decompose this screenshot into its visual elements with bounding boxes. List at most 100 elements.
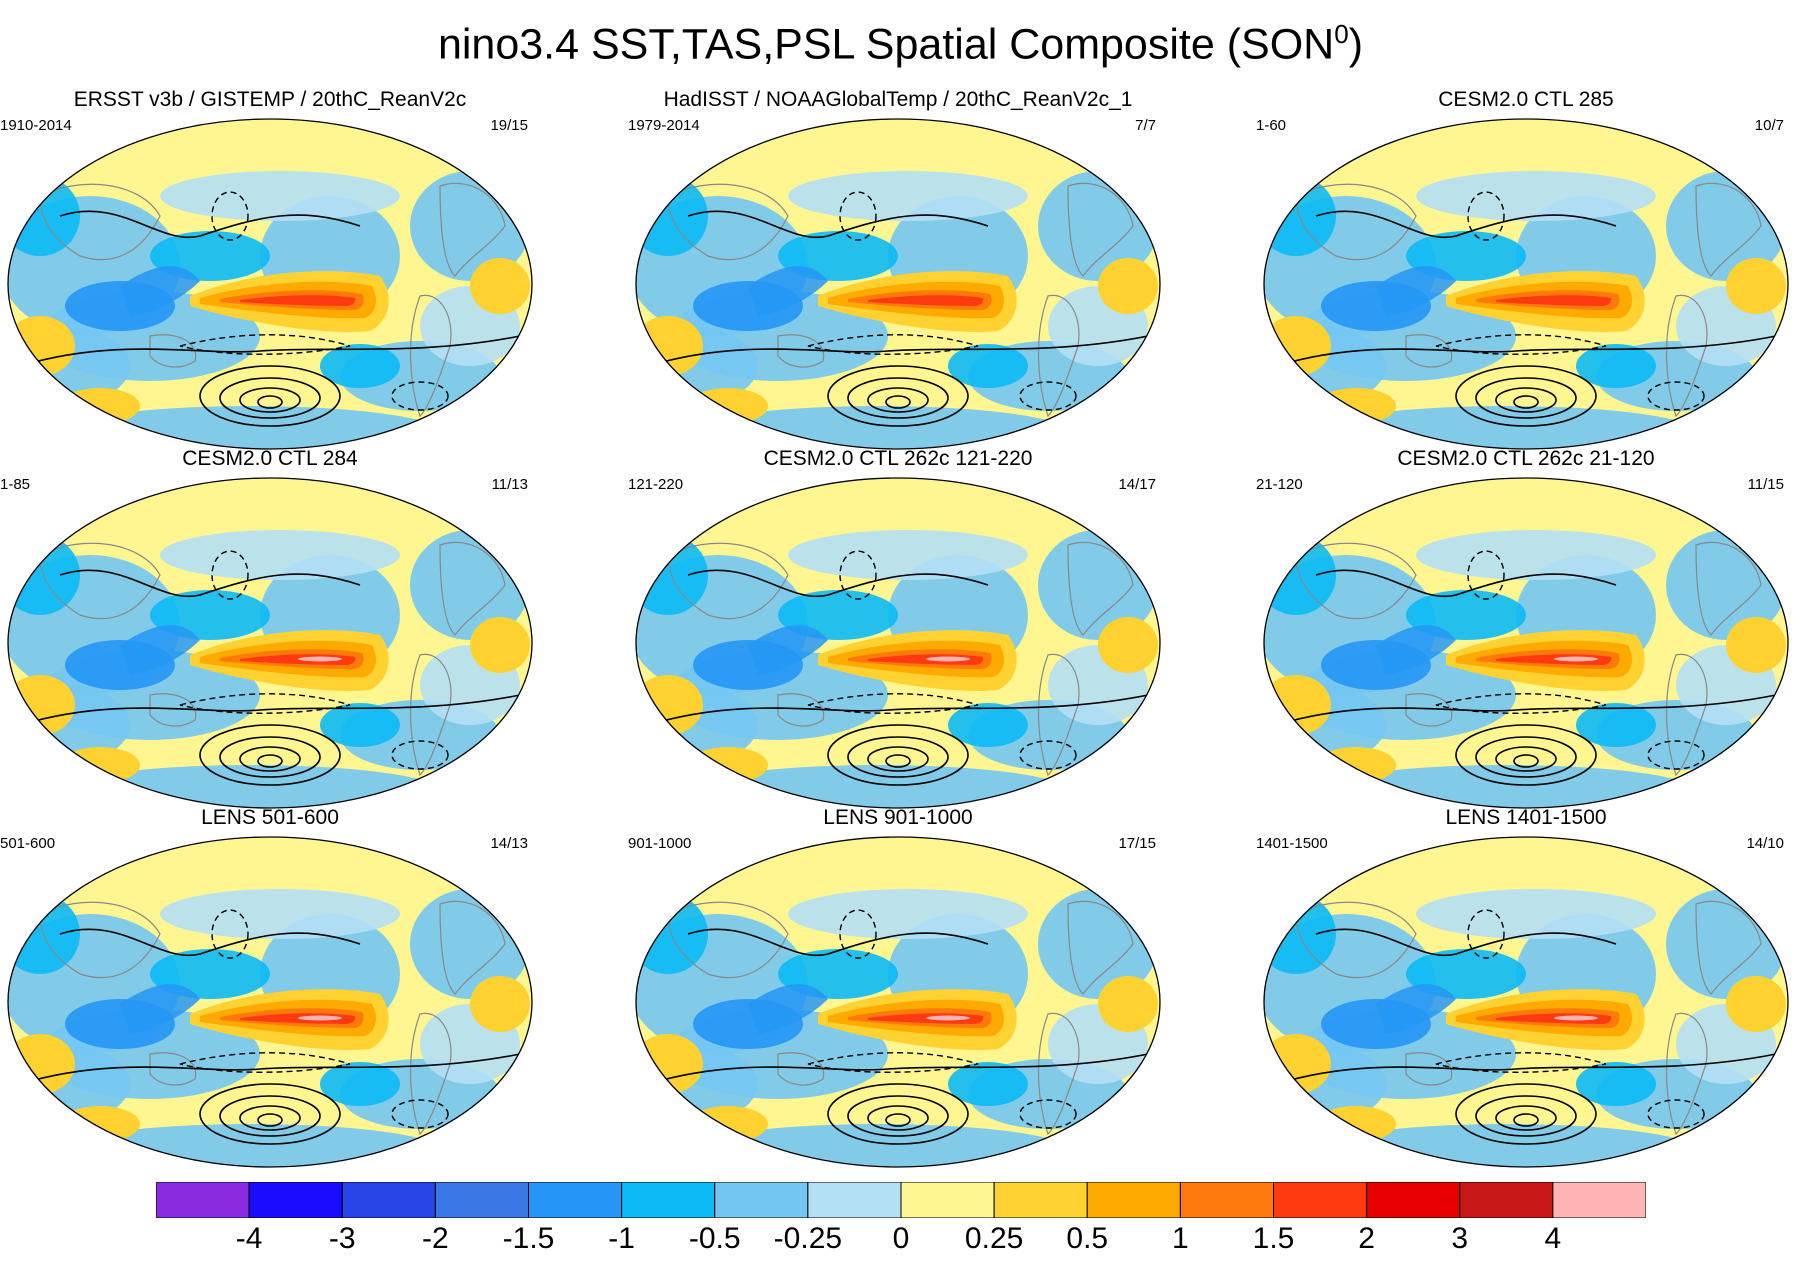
map-panel: CESM2.0 CTL 262c 121-220 121-220 14/17 — [628, 447, 1168, 817]
colorbar-tick-label: 0 — [892, 1222, 910, 1255]
psl-contour-negative — [179, 334, 351, 355]
panel-title: LENS 501-600 — [201, 806, 339, 829]
warm-anomaly-region — [470, 976, 530, 1032]
cool-anomaly-region — [678, 1124, 1078, 1167]
globe-outline — [1263, 477, 1789, 809]
cool-horseshoe — [1376, 266, 1456, 316]
colorbar-tick-label: 1 — [1172, 1222, 1189, 1255]
cool-anomaly-region — [948, 1062, 1028, 1106]
psl-contour-positive — [19, 694, 521, 726]
colorbar-swatch — [528, 1182, 623, 1218]
psl-contour-negative — [839, 191, 877, 241]
cool-anomaly-region — [320, 344, 400, 388]
map-panel: HadISST / NOAAGlobalTemp / 20thC_ReanV2c… — [628, 88, 1168, 458]
psl-contour-positive — [1495, 387, 1557, 413]
psl-contour-positive — [885, 1113, 911, 1127]
psl-contour-positive — [1475, 1095, 1577, 1137]
colorbar-tick-label: 3 — [1451, 1222, 1469, 1255]
panel-count: 14/13 — [490, 835, 528, 852]
cool-anomaly-region — [1264, 176, 1336, 256]
globe-outline — [1263, 836, 1789, 1168]
psl-contour-negative — [1019, 381, 1077, 411]
psl-contour-positive — [687, 928, 989, 957]
psl-contour-positive — [1315, 210, 1617, 239]
map-panel: CESM2.0 CTL 262c 21-120 21-120 11/15 — [1256, 447, 1796, 817]
psl-contour-positive — [867, 387, 929, 413]
panel-title: LENS 1401-1500 — [1445, 806, 1607, 829]
coastline — [1295, 182, 1762, 418]
psl-contour-negative — [1467, 550, 1505, 600]
panel-period: 1-85 — [0, 476, 31, 493]
cool-horseshoe — [1376, 625, 1456, 675]
psl-contour-positive — [1275, 335, 1777, 367]
cool-anomaly-region — [788, 171, 1028, 221]
colorbar-swatch — [1552, 1182, 1646, 1218]
panel-count: 11/15 — [1747, 476, 1784, 493]
psl-contour-positive — [1513, 395, 1539, 409]
cool-anomaly-region — [948, 344, 1028, 388]
colorbar-swatch — [341, 1182, 436, 1218]
enso-peak-anomaly — [926, 1015, 970, 1021]
figure-title-close: ) — [1348, 20, 1364, 69]
warm-anomaly-region — [60, 747, 140, 783]
psl-contour-negative — [179, 693, 351, 714]
cool-anomaly-region — [1576, 344, 1656, 388]
warm-anomaly-region — [1098, 617, 1158, 673]
colorbar-tick-label: -0.25 — [773, 1222, 843, 1255]
cool-anomaly-region — [1306, 1124, 1706, 1167]
psl-contour-positive — [1495, 1105, 1557, 1131]
psl-contour-positive — [1513, 754, 1539, 768]
globe-map — [635, 836, 1161, 1168]
panel-period: 1-60 — [1256, 117, 1287, 134]
psl-contour-positive — [199, 1083, 341, 1145]
psl-contour-positive — [827, 1083, 969, 1145]
psl-contour-positive — [1495, 746, 1557, 772]
colorbar-swatch — [807, 1182, 902, 1218]
colorbar-swatch — [621, 1182, 716, 1218]
psl-contour-positive — [1455, 724, 1597, 786]
psl-contour-negative — [839, 909, 877, 959]
panel-count: 11/13 — [491, 476, 528, 493]
psl-contour-negative — [391, 1099, 449, 1129]
cool-horseshoe — [748, 266, 828, 316]
psl-contour-positive — [199, 724, 341, 786]
colorbar-tick-label: -1 — [608, 1222, 635, 1255]
psl-contour-negative — [807, 334, 979, 355]
psl-contour-positive — [1275, 1053, 1777, 1085]
psl-contour-positive — [1455, 1083, 1597, 1145]
coastline — [667, 541, 1134, 777]
cool-anomaly-region — [636, 176, 708, 256]
coastline — [39, 900, 506, 1136]
psl-contour-positive — [647, 694, 1149, 726]
panel-title: CESM2.0 CTL 262c 121-220 — [763, 447, 1033, 470]
psl-contour-positive — [219, 377, 321, 419]
cool-horseshoe — [748, 625, 828, 675]
panel-title: ERSST v3b / GISTEMP / 20thC_ReanV2c — [73, 88, 467, 111]
colorbar-swatch — [1179, 1182, 1274, 1218]
globe-outline — [635, 477, 1161, 809]
globe-map — [635, 118, 1161, 450]
panel-period: 1979-2014 — [628, 117, 700, 134]
psl-contour-positive — [1475, 377, 1577, 419]
colorbar-tick-label: -3 — [328, 1222, 356, 1255]
panel-period: 1401-1500 — [1256, 835, 1328, 852]
colorbar-swatch — [434, 1182, 529, 1218]
warm-anomaly-region — [1098, 258, 1158, 314]
warm-anomaly-region — [688, 388, 768, 424]
cool-anomaly-region — [50, 1124, 450, 1167]
map-panel: CESM2.0 CTL 285 1-60 10/7 — [1256, 88, 1796, 458]
cool-anomaly-region — [788, 530, 1028, 580]
panel-period: 121-220 — [628, 476, 684, 493]
panel-period: 901-1000 — [628, 835, 692, 852]
panel-title: CESM2.0 CTL 262c 21-120 — [1397, 447, 1655, 470]
psl-contour-negative — [1647, 381, 1705, 411]
coastline — [667, 900, 1134, 1136]
psl-contour-positive — [1275, 694, 1777, 726]
panel-period: 21-120 — [1256, 476, 1303, 493]
psl-contour-positive — [19, 1053, 521, 1085]
psl-contour-negative — [807, 693, 979, 714]
psl-contour-positive — [867, 746, 929, 772]
cool-horseshoe — [748, 984, 828, 1034]
psl-contour-positive — [827, 365, 969, 427]
warm-anomaly-region — [470, 617, 530, 673]
